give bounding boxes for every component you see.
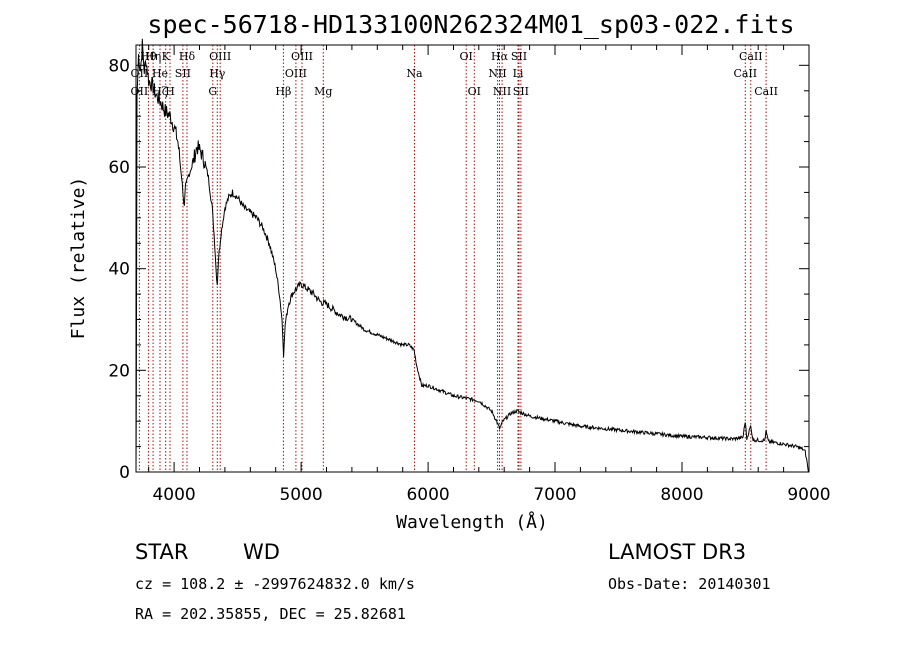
line-label: H <box>165 85 175 98</box>
line-label: Hα <box>491 50 509 63</box>
line-label: Li <box>513 67 524 80</box>
line-label: Hδ <box>179 50 196 63</box>
survey-name: LAMOST DR3 <box>608 540 746 564</box>
x-axis-label: Wavelength (Å) <box>396 511 548 533</box>
line-label: OI <box>468 85 481 98</box>
line-label: CaII <box>733 67 757 80</box>
y-tick-label: 80 <box>108 56 130 76</box>
line-label: OIII <box>285 67 307 80</box>
redshift-text: cz = 108.2 ± -2997624832.0 km/s <box>135 575 415 593</box>
obs-date: Obs-Date: 20140301 <box>608 575 771 593</box>
line-label: Hθ <box>140 50 157 63</box>
y-tick-label: 60 <box>108 158 130 178</box>
line-label: OIII <box>209 50 231 63</box>
x-tick-label: 8000 <box>660 485 703 505</box>
ra-dec-text: RA = 202.35855, DEC = 25.82681 <box>135 605 406 623</box>
reference-lines <box>138 45 767 472</box>
y-tick-label: 20 <box>108 361 130 381</box>
line-label: SII <box>513 85 529 98</box>
line-label: NII <box>488 67 506 80</box>
line-label: Hη <box>145 50 161 63</box>
chart-title: spec-56718-HD133100N262324M01_sp03-022.f… <box>147 10 794 39</box>
line-label: G <box>208 85 217 98</box>
spectrum-line <box>135 38 809 473</box>
y-axis-label: Flux (relative) <box>68 177 89 340</box>
x-tick-label: 6000 <box>406 485 449 505</box>
line-label: NII <box>493 85 511 98</box>
plot-frame <box>135 44 810 473</box>
line-label: OII <box>131 85 149 98</box>
line-label: Mg <box>314 85 332 98</box>
object-subclass: WD <box>243 540 280 564</box>
line-label: OI <box>460 50 473 63</box>
line-label: CaII <box>739 50 763 63</box>
y-axis-ticks: 0 20 40 60 80 <box>108 56 809 483</box>
line-label: CaII <box>754 85 778 98</box>
line-label: Hγ <box>209 67 226 80</box>
line-label: He <box>152 67 168 80</box>
y-tick-label: 0 <box>119 463 130 483</box>
line-label: K <box>162 50 171 63</box>
object-class: STAR <box>135 540 188 564</box>
x-tick-label: 4000 <box>152 485 195 505</box>
line-label: SII <box>511 50 527 63</box>
x-tick-label: 5000 <box>279 485 322 505</box>
line-label: SII <box>175 67 191 80</box>
y-tick-label: 40 <box>108 260 130 280</box>
line-label: OIII <box>291 50 313 63</box>
x-tick-label: 7000 <box>533 485 576 505</box>
x-axis-ticks: 4000 5000 6000 7000 8000 9000 <box>148 45 831 505</box>
line-label: Na <box>406 67 423 80</box>
line-label: Hβ <box>275 85 291 98</box>
x-tick-label: 9000 <box>787 485 830 505</box>
